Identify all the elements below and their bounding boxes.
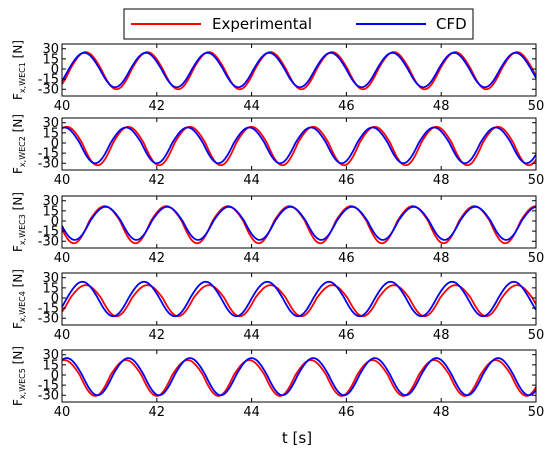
x-tick-label: 46	[338, 328, 355, 343]
y-axis-label: Fx,WEC2 [N]	[11, 114, 27, 174]
series-line-experimental	[61, 51, 537, 91]
y-tick-label: 15	[42, 281, 59, 296]
y-tick-label: 0	[51, 214, 59, 229]
y-tick-label: -30	[38, 83, 59, 98]
x-tick-label: 46	[338, 251, 355, 266]
y-axis-label-unit: [N]	[11, 192, 25, 214]
y-tick-label: 30	[42, 194, 59, 209]
y-tick-label: 15	[42, 358, 59, 373]
series-line-experimental	[61, 359, 537, 397]
y-tick-label: -30	[38, 157, 59, 172]
y-axis-label-sub: x,WEC3	[18, 214, 27, 245]
y-axis-label-main: F	[11, 167, 25, 174]
legend-label-experimental: Experimental	[212, 15, 312, 33]
x-tick-label: 42	[149, 251, 166, 266]
series-line-cfd	[61, 126, 537, 165]
y-axis-label-sub: x,WEC4	[18, 291, 27, 322]
y-tick-label: 15	[42, 204, 59, 219]
legend-label-cfd: CFD	[436, 15, 467, 33]
x-tick-label: 50	[528, 405, 545, 420]
x-tick-label: 44	[243, 251, 260, 266]
series-line-cfd	[61, 51, 537, 89]
y-axis-label: Fx,WEC3 [N]	[11, 192, 27, 252]
series-line-cfd	[61, 280, 537, 318]
x-tick-label: 40	[54, 173, 71, 188]
x-tick-label: 46	[338, 99, 355, 114]
y-tick-label: 0	[51, 136, 59, 151]
y-tick-label: -15	[38, 73, 59, 88]
x-tick-label: 44	[243, 328, 260, 343]
panel-frame	[61, 195, 537, 249]
x-tick-label: 42	[149, 328, 166, 343]
y-axis-label: Fx,WEC5 [N]	[11, 346, 27, 406]
x-tick-label: 40	[54, 405, 71, 420]
y-axis-label-unit: [N]	[11, 269, 25, 291]
x-tick-label: 44	[243, 99, 260, 114]
y-tick-label: -30	[38, 389, 59, 404]
x-tick-label: 48	[433, 405, 450, 420]
x-tick-label: 48	[433, 328, 450, 343]
y-tick-label: -30	[38, 235, 59, 250]
x-axis-label: t [s]	[282, 429, 312, 447]
y-axis-label: Fx,WEC1 [N]	[11, 40, 27, 100]
y-tick-label: 0	[51, 368, 59, 383]
x-tick-label: 50	[528, 328, 545, 343]
y-axis-label-unit: [N]	[11, 40, 25, 62]
y-axis-label-main: F	[11, 245, 25, 252]
y-axis-label-unit: [N]	[11, 114, 25, 136]
x-tick-label: 44	[243, 405, 260, 420]
y-tick-label: -15	[38, 225, 59, 240]
y-tick-label: 0	[51, 291, 59, 306]
series-line-cfd	[61, 205, 537, 241]
x-tick-label: 48	[433, 173, 450, 188]
y-tick-label: -15	[38, 379, 59, 394]
y-tick-label: 0	[51, 62, 59, 77]
y-tick-label: 15	[42, 126, 59, 141]
panel-frame	[61, 272, 537, 326]
x-tick-label: 50	[528, 251, 545, 266]
x-tick-label: 40	[54, 328, 71, 343]
series-line-cfd	[61, 357, 537, 397]
x-tick-label: 42	[149, 405, 166, 420]
panel-frame	[61, 43, 537, 97]
y-tick-label: 30	[42, 348, 59, 363]
y-axis-label-main: F	[11, 93, 25, 100]
x-tick-label: 42	[149, 99, 166, 114]
legend: Experimental CFD	[123, 8, 474, 40]
y-tick-label: 30	[42, 116, 59, 131]
y-axis-label-unit: [N]	[11, 346, 25, 368]
y-tick-label: 30	[42, 271, 59, 286]
y-tick-label: -15	[38, 147, 59, 162]
x-tick-label: 42	[149, 173, 166, 188]
y-axis-label-main: F	[11, 399, 25, 406]
series-line-experimental	[61, 125, 537, 167]
x-tick-label: 48	[433, 251, 450, 266]
x-tick-label: 50	[528, 173, 545, 188]
y-tick-label: -15	[38, 302, 59, 317]
y-tick-label: -30	[38, 312, 59, 327]
x-tick-label: 46	[338, 405, 355, 420]
y-axis-label: Fx,WEC4 [N]	[11, 269, 27, 329]
y-axis-label-sub: x,WEC1	[18, 62, 27, 93]
y-axis-label-main: F	[11, 322, 25, 329]
x-tick-label: 44	[243, 173, 260, 188]
y-tick-label: 15	[42, 52, 59, 67]
panel-frame	[61, 117, 537, 171]
x-tick-label: 50	[528, 99, 545, 114]
panel-frame	[61, 349, 537, 403]
y-axis-label-sub: x,WEC5	[18, 368, 27, 399]
y-axis-label-sub: x,WEC2	[18, 136, 27, 167]
x-tick-label: 40	[54, 251, 71, 266]
x-tick-label: 46	[338, 173, 355, 188]
y-tick-label: 30	[42, 42, 59, 57]
x-tick-label: 48	[433, 99, 450, 114]
x-tick-label: 40	[54, 99, 71, 114]
